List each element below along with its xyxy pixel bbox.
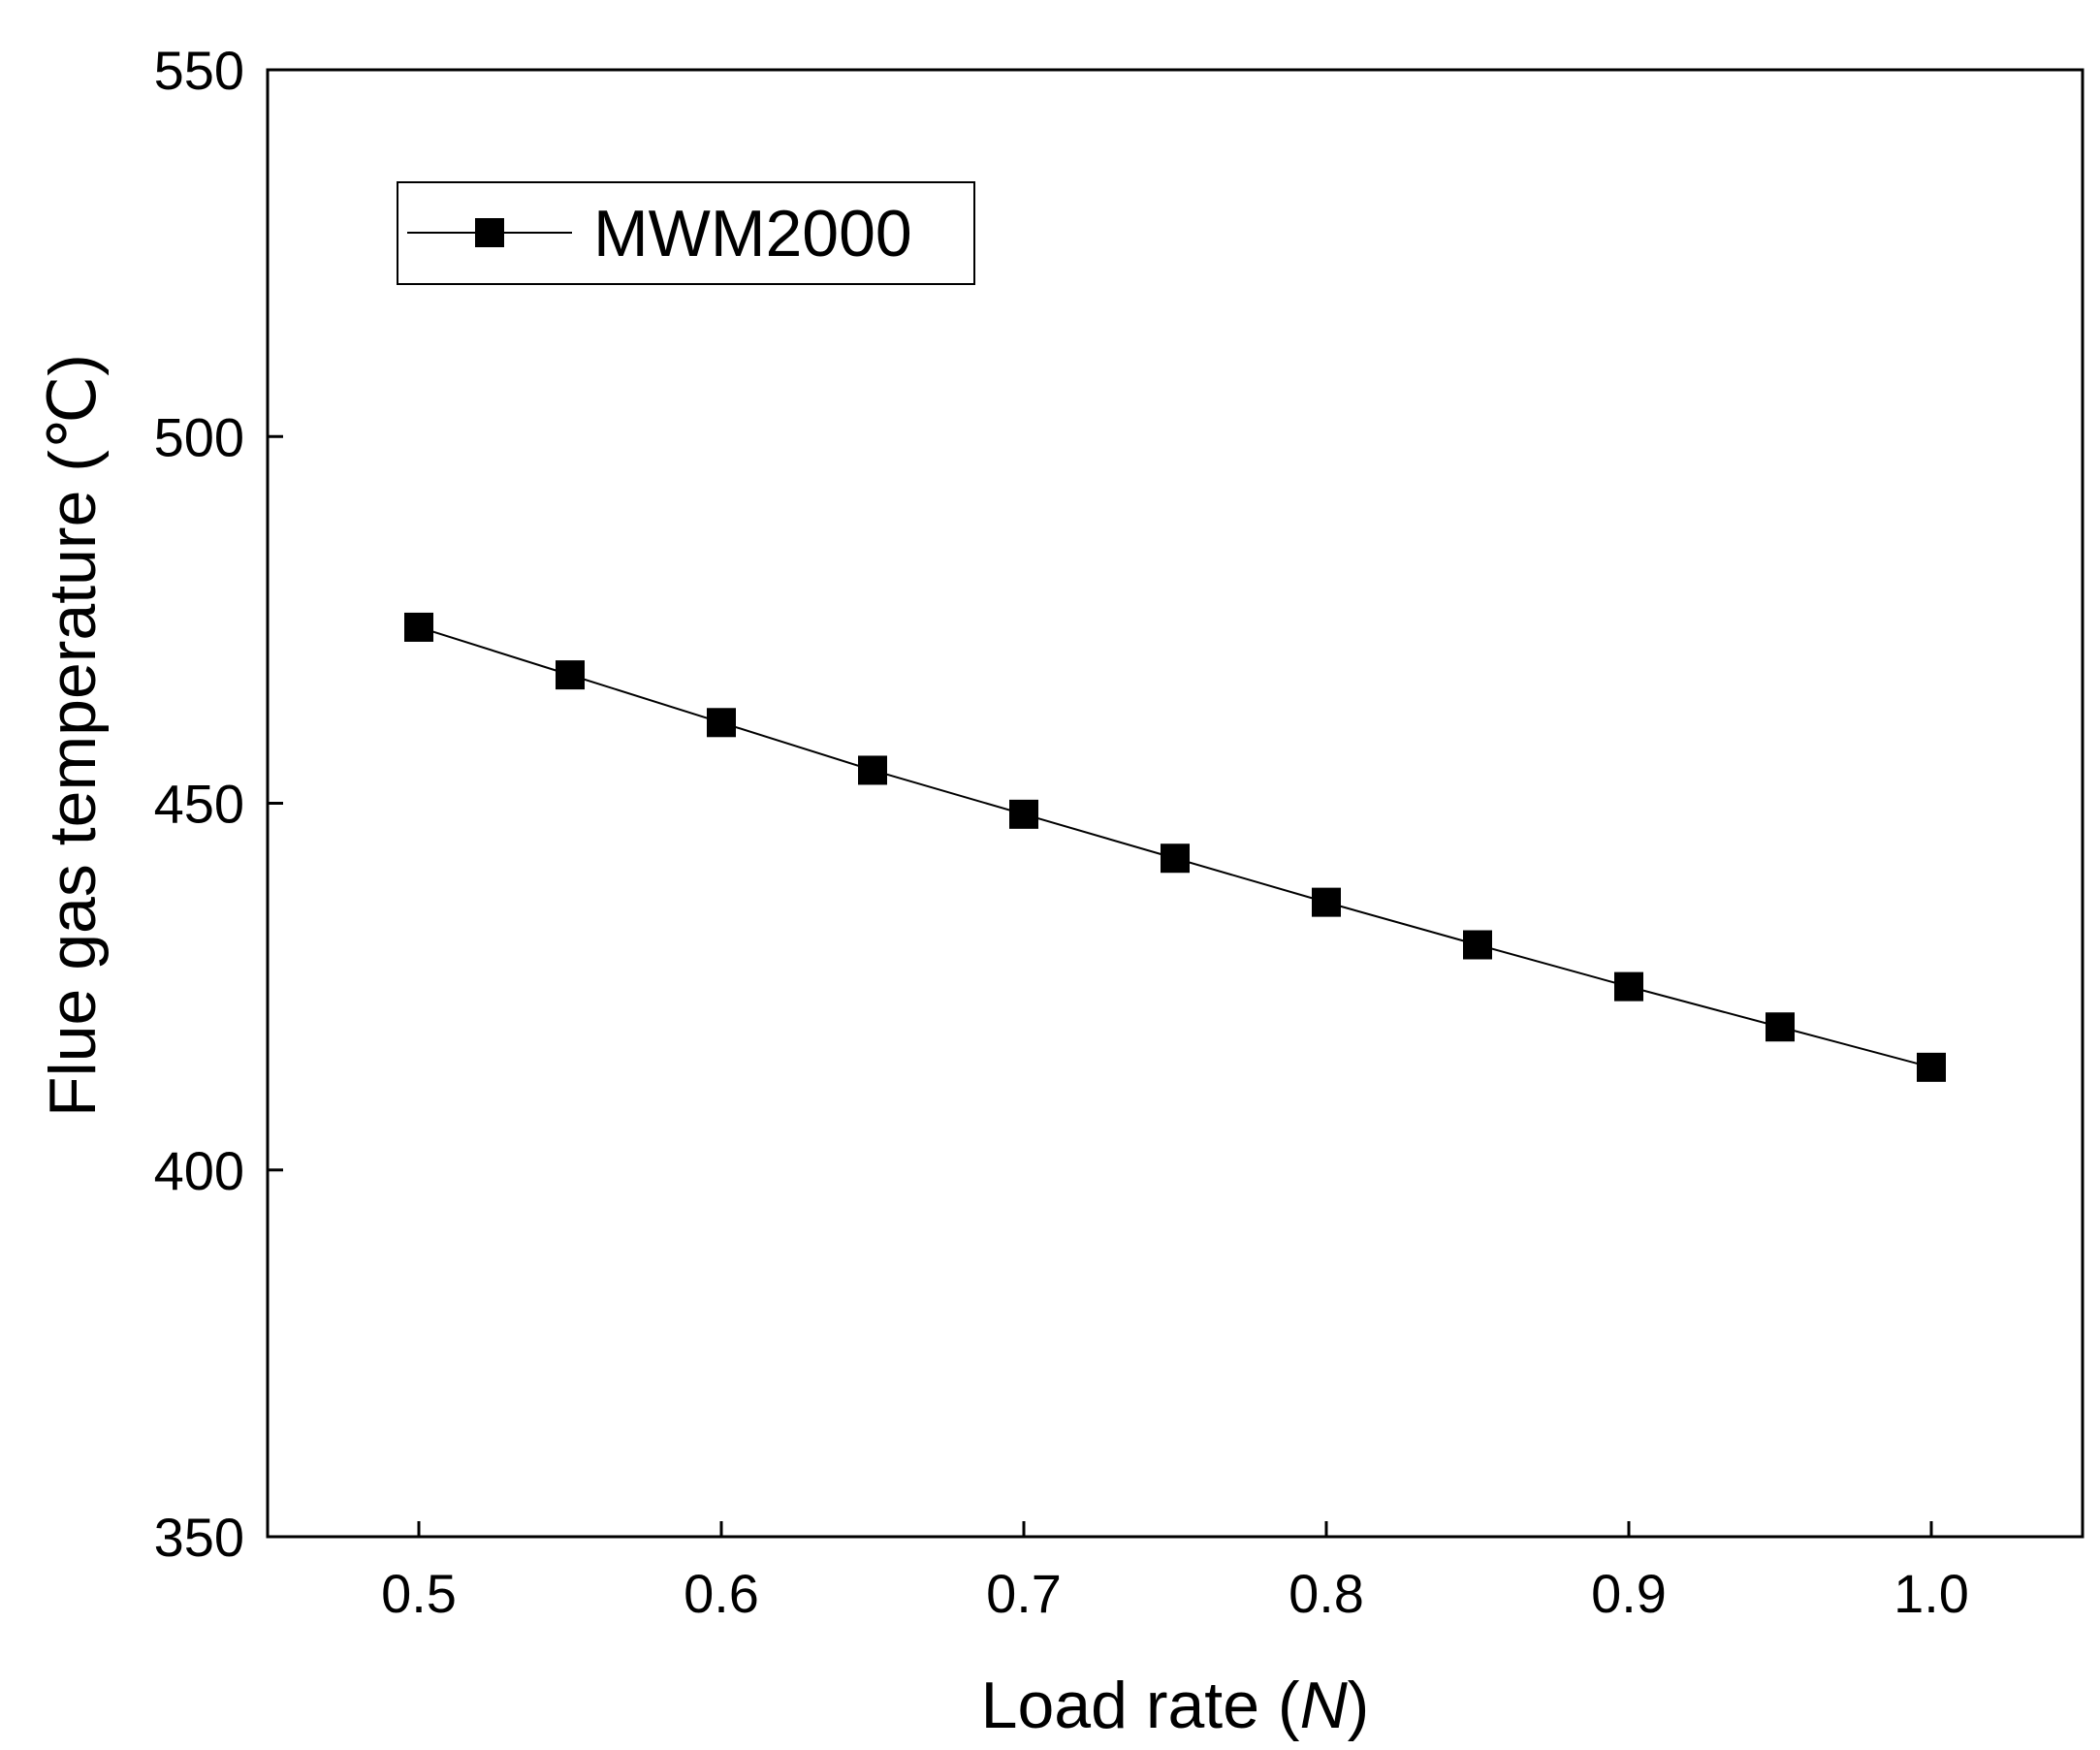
data-point [1312,887,1341,917]
x-axis: 0.5 0.6 0.7 0.8 0.9 1.0 [381,1521,1969,1624]
x-tick-label: 1.0 [1893,1563,1969,1624]
plot-area-border [266,68,2084,1539]
y-tick-label: 450 [154,774,244,835]
data-point [556,660,585,690]
x-axis-title-text: Load rate ( [981,1669,1300,1742]
y-axis-title: Flue gas temperature (℃) [36,354,110,1117]
data-point [707,708,736,738]
data-point [1463,930,1492,960]
legend-marker-square [475,218,504,247]
x-tick-label: 0.9 [1591,1563,1667,1624]
x-axis-title-symbol: N [1300,1669,1349,1742]
y-tick-label: 400 [154,1140,244,1201]
data-point [1009,799,1038,829]
x-tick-label: 0.6 [684,1563,759,1624]
data-point [1917,1052,1946,1082]
x-axis-title-close: ) [1348,1669,1370,1742]
y-tick-label: 550 [154,40,244,101]
x-tick-label: 0.5 [381,1563,457,1624]
x-axis-title: Load rate (N) [981,1669,1370,1742]
legend: MWM2000 [397,181,975,285]
data-point [1161,843,1190,874]
legend-label: MWM2000 [593,197,912,270]
data-point [858,755,887,785]
x-tick-label: 0.8 [1289,1563,1364,1624]
data-point [1766,1012,1795,1042]
y-tick-label: 350 [154,1507,244,1568]
data-point [1614,971,1643,1002]
y-axis: 350 400 450 500 550 [154,40,283,1568]
data-point [404,612,433,642]
plot-frame [266,68,2084,1539]
series-group [404,612,1946,1082]
x-tick-label: 0.7 [986,1563,1062,1624]
y-tick-label: 500 [154,406,244,467]
